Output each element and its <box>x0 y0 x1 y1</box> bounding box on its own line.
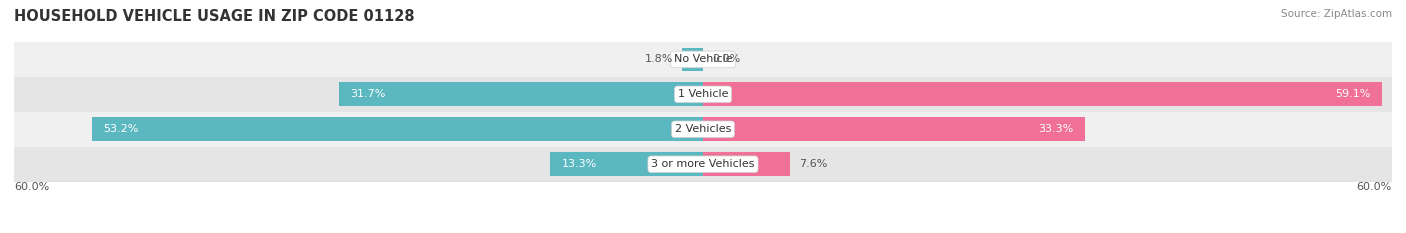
Bar <box>703 152 790 176</box>
Bar <box>93 117 703 141</box>
Text: 33.3%: 33.3% <box>1039 124 1074 134</box>
Text: HOUSEHOLD VEHICLE USAGE IN ZIP CODE 01128: HOUSEHOLD VEHICLE USAGE IN ZIP CODE 0112… <box>14 9 415 24</box>
Bar <box>14 42 1392 77</box>
Bar <box>703 117 1085 141</box>
Text: 1.8%: 1.8% <box>645 55 673 64</box>
Text: 60.0%: 60.0% <box>1357 182 1392 192</box>
Text: 13.3%: 13.3% <box>562 159 598 169</box>
Text: 59.1%: 59.1% <box>1334 89 1369 99</box>
Text: Source: ZipAtlas.com: Source: ZipAtlas.com <box>1281 9 1392 19</box>
Bar <box>14 147 1392 182</box>
Text: 60.0%: 60.0% <box>14 182 49 192</box>
Text: 7.6%: 7.6% <box>800 159 828 169</box>
Bar <box>550 152 703 176</box>
Text: 3 or more Vehicles: 3 or more Vehicles <box>651 159 755 169</box>
Text: No Vehicle: No Vehicle <box>673 55 733 64</box>
Bar <box>14 112 1392 147</box>
Bar <box>703 82 1382 106</box>
Text: 53.2%: 53.2% <box>104 124 139 134</box>
Bar <box>14 77 1392 112</box>
Text: 31.7%: 31.7% <box>350 89 385 99</box>
Bar <box>682 48 703 71</box>
Text: 2 Vehicles: 2 Vehicles <box>675 124 731 134</box>
Text: 1 Vehicle: 1 Vehicle <box>678 89 728 99</box>
Bar <box>339 82 703 106</box>
Text: 0.0%: 0.0% <box>713 55 741 64</box>
